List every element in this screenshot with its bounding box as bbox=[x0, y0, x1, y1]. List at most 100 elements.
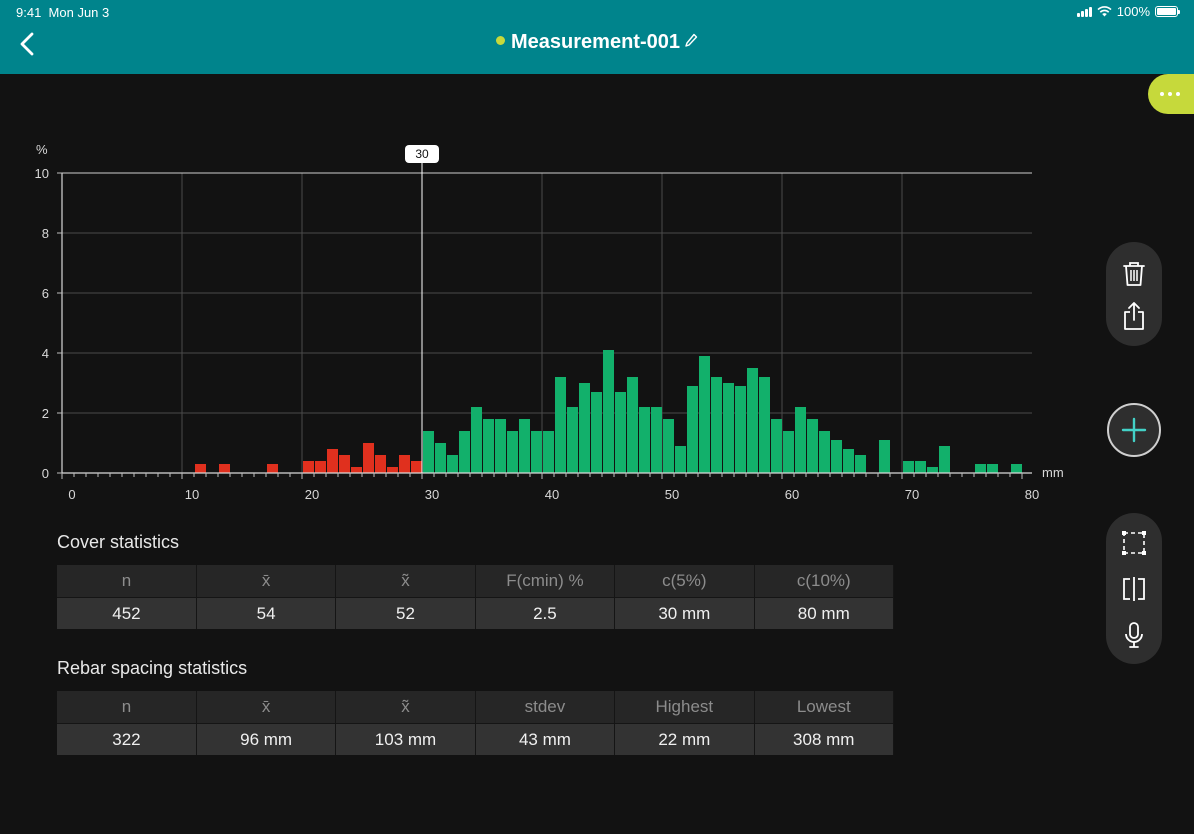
x-tick-label: 50 bbox=[665, 487, 679, 502]
limit-marker-badge[interactable] bbox=[405, 145, 439, 163]
histogram-bar bbox=[591, 392, 602, 473]
value-mean: 96 mm bbox=[196, 723, 337, 755]
value-lowest: 308 mm bbox=[754, 723, 895, 755]
histogram-bar bbox=[807, 419, 818, 473]
histogram-bar bbox=[327, 449, 338, 473]
histogram-bar bbox=[639, 407, 650, 473]
header-mean: x̄ bbox=[196, 691, 337, 724]
y-tick-label: 4 bbox=[42, 346, 49, 361]
spacing-statistics-table: n x̄ x̃ stdev Highest Lowest 322 96 mm 1… bbox=[57, 691, 895, 755]
pencil-icon[interactable] bbox=[684, 33, 698, 49]
histogram-bar bbox=[519, 419, 530, 473]
voice-note-button[interactable] bbox=[1114, 615, 1154, 655]
value-highest: 22 mm bbox=[614, 723, 755, 755]
header-c10: c(10%) bbox=[754, 565, 895, 598]
add-button[interactable] bbox=[1107, 403, 1161, 457]
histogram-bar bbox=[375, 455, 386, 473]
cover-statistics-title: Cover statistics bbox=[57, 532, 180, 552]
table-row: 452 54 52 2.5 30 mm 80 mm bbox=[57, 597, 895, 629]
histogram-bar bbox=[303, 461, 314, 473]
selection-icon bbox=[1122, 531, 1146, 555]
back-button[interactable] bbox=[14, 30, 42, 58]
header-n: n bbox=[57, 565, 197, 598]
histogram-bar bbox=[903, 461, 914, 473]
chart-grid bbox=[62, 173, 1032, 473]
histogram-bar bbox=[267, 464, 278, 473]
plus-icon bbox=[1121, 417, 1147, 443]
histogram-bar bbox=[975, 464, 986, 473]
status-dot bbox=[496, 36, 506, 45]
histogram-chart: % mm 0 10 20 30 40 50 60 70 80 0 2 4 6 8 10 30 bbox=[35, 142, 1064, 502]
histogram-bar bbox=[783, 431, 794, 473]
more-options-button[interactable] bbox=[1148, 74, 1194, 114]
histogram-bar bbox=[687, 386, 698, 473]
y-tick-label: 8 bbox=[42, 226, 49, 241]
histogram-bar bbox=[579, 383, 590, 473]
tools-group bbox=[1106, 513, 1162, 664]
histogram-bar bbox=[531, 431, 542, 473]
ellipsis-icon bbox=[1160, 92, 1164, 96]
value-mean: 54 bbox=[196, 597, 337, 629]
histogram-bar bbox=[723, 383, 734, 473]
table-row: 322 96 mm 103 mm 43 mm 22 mm 308 mm bbox=[57, 723, 895, 755]
battery-icon bbox=[1155, 6, 1180, 17]
histogram-bar bbox=[543, 431, 554, 473]
histogram-bar bbox=[615, 392, 626, 473]
table-header-row: n x̄ x̃ F(cmin) % c(5%) c(10%) bbox=[57, 565, 895, 598]
value-median: 103 mm bbox=[335, 723, 476, 755]
histogram-bar bbox=[843, 449, 854, 473]
value-c5: 30 mm bbox=[614, 597, 755, 629]
page-title[interactable]: Measurement-001 bbox=[0, 31, 1194, 54]
value-n: 322 bbox=[57, 723, 197, 755]
histogram-bar bbox=[879, 440, 890, 473]
histogram-bar bbox=[711, 377, 722, 473]
value-fcmin: 2.5 bbox=[475, 597, 616, 629]
header-highest: Highest bbox=[614, 691, 755, 724]
select-area-button[interactable] bbox=[1114, 523, 1154, 563]
x-tick-label: 10 bbox=[185, 487, 199, 502]
measurement-title: Measurement-001 bbox=[511, 31, 680, 53]
y-axis-unit: % bbox=[36, 142, 48, 157]
file-actions-group bbox=[1106, 242, 1162, 346]
share-icon bbox=[1124, 302, 1144, 330]
header-fcmin: F(cmin) % bbox=[475, 565, 616, 598]
limit-marker-label: 30 bbox=[415, 147, 429, 161]
histogram-bar bbox=[507, 431, 518, 473]
histogram-bar bbox=[471, 407, 482, 473]
chevron-left-icon bbox=[20, 32, 34, 56]
header-c5: c(5%) bbox=[614, 565, 755, 598]
histogram-bar bbox=[771, 419, 782, 473]
status-indicators: 100% bbox=[1076, 4, 1180, 19]
y-tick-label: 10 bbox=[35, 166, 49, 181]
split-icon bbox=[1123, 577, 1145, 601]
histogram-bar bbox=[459, 431, 470, 473]
navigation-bar: 9:41 Mon Jun 3 100% Measurement-001 bbox=[0, 0, 1194, 74]
split-view-button[interactable] bbox=[1114, 569, 1154, 609]
x-tick-label: 60 bbox=[785, 487, 799, 502]
histogram-bar bbox=[339, 455, 350, 473]
histogram-bar bbox=[915, 461, 926, 473]
y-tick-label: 6 bbox=[42, 286, 49, 301]
histogram-bar bbox=[663, 419, 674, 473]
histogram-bar bbox=[195, 464, 206, 473]
delete-button[interactable] bbox=[1114, 254, 1154, 294]
header-n: n bbox=[57, 691, 197, 724]
x-tick-label: 40 bbox=[545, 487, 559, 502]
table-header-row: n x̄ x̃ stdev Highest Lowest bbox=[57, 691, 895, 724]
value-c10: 80 mm bbox=[754, 597, 895, 629]
chart-axes: % mm bbox=[36, 142, 1064, 480]
value-n: 452 bbox=[57, 597, 197, 629]
histogram-bar bbox=[795, 407, 806, 473]
cover-statistics-table: n x̄ x̃ F(cmin) % c(5%) c(10%) 452 54 52… bbox=[57, 565, 895, 629]
limit-marker[interactable]: 30 bbox=[405, 145, 439, 473]
histogram-bar bbox=[939, 446, 950, 473]
histogram-bar bbox=[495, 419, 506, 473]
histogram-bar bbox=[399, 455, 410, 473]
histogram-bar bbox=[627, 377, 638, 473]
share-button[interactable] bbox=[1114, 296, 1154, 336]
histogram-bar bbox=[747, 368, 758, 473]
histogram-bar bbox=[927, 467, 938, 473]
value-stdev: 43 mm bbox=[475, 723, 616, 755]
status-time: 9:41 Mon Jun 3 bbox=[16, 5, 109, 20]
x-tick-label: 0 bbox=[68, 487, 75, 502]
